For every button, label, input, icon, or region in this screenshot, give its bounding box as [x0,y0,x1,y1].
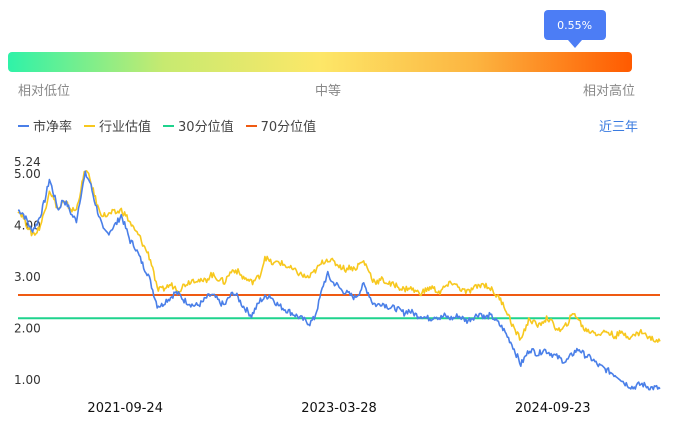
legend-item-industry[interactable]: 行业估值 [84,116,151,135]
chart-legend: 市净率 行业估值 30分位值 70分位值 [18,116,316,135]
range-selector-3y[interactable]: 近三年 [599,120,639,135]
y-max-label: 5.24 [14,155,41,169]
legend-label-pb: 市净率 [33,120,73,135]
legend-swatch-industry [84,124,96,127]
percentile-gradient-bar [8,52,632,72]
legend-label-industry: 行业估值 [99,120,152,135]
series-line-industry [17,170,661,343]
series-lines [17,170,661,391]
high-position-label: 相对高位 [583,84,636,99]
legend-item-p30[interactable]: 30分位值 [163,116,234,135]
legend-item-p70[interactable]: 70分位值 [245,116,317,135]
percentile-tooltip: 0.55% [543,10,606,40]
legend-label-p30: 30分位值 [178,120,234,135]
y-tick-label: 2.00 [14,322,41,336]
percentile-tooltip-arrow [567,40,582,48]
x-axis: 2021-09-24 2023-03-28 2024-09-23 [87,401,590,416]
y-axis: 1.002.003.004.005.005.24 [14,155,41,387]
percentile-lines [18,294,660,320]
x-tick-label: 2021-09-24 [87,401,163,416]
y-tick-label: 5.00 [14,167,41,181]
legend-label-p70: 70分位值 [260,120,317,135]
low-position-label: 相对低位 [18,84,71,99]
series-line-pb [17,170,661,391]
x-tick-label: 2024-09-23 [515,401,591,416]
x-tick-label: 2023-03-28 [301,401,377,416]
y-tick-label: 3.00 [14,270,41,284]
legend-swatch-p70 [245,124,257,127]
y-tick-label: 1.00 [14,373,41,387]
mid-position-label: 中等 [315,84,342,99]
legend-swatch-p30 [163,124,175,127]
legend-item-pb[interactable]: 市净率 [18,116,72,135]
legend-swatch-pb [18,124,29,127]
